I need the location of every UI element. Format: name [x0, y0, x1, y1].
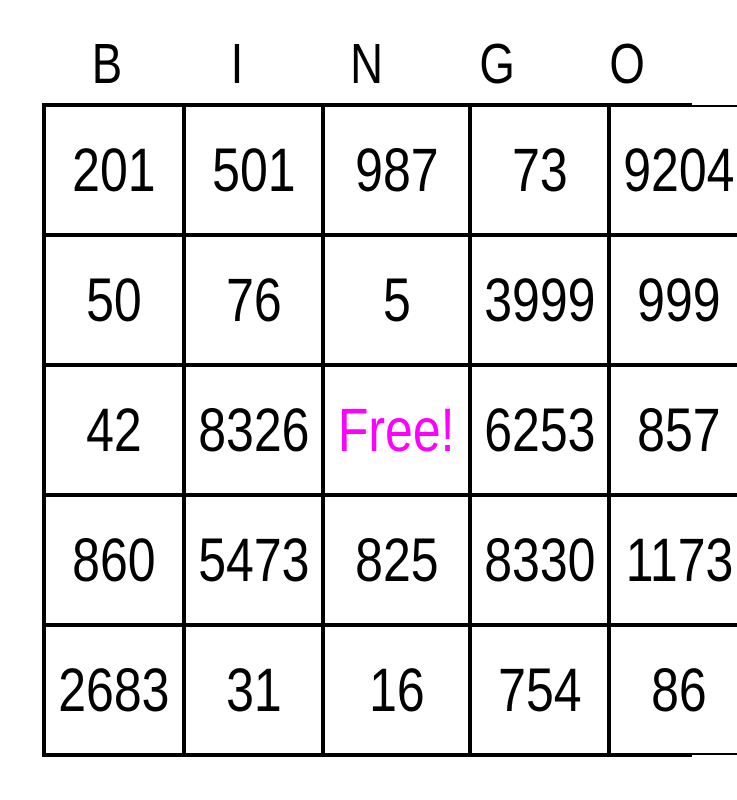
bingo-card: B I N G O 201 501 987 73 9204 50 76 5 39…	[42, 32, 737, 757]
cell-value: 201	[72, 135, 156, 204]
bingo-grid: 201 501 987 73 9204 50 76 5 3999 999 42 …	[42, 103, 737, 757]
bingo-cell-r1c4[interactable]: 73	[469, 105, 610, 235]
header-letter-n: N	[350, 32, 384, 97]
bingo-cell-r3c2[interactable]: 8326	[183, 365, 324, 495]
cell-value: 5	[382, 265, 411, 334]
header-letter-i: I	[230, 32, 244, 97]
bingo-cell-r3c4[interactable]: 6253	[469, 365, 610, 495]
bingo-cell-r5c1[interactable]: 2683	[44, 625, 184, 755]
cell-value: 86	[651, 655, 708, 724]
cell-value: 16	[368, 655, 425, 724]
bingo-cell-r4c5[interactable]: 1173	[609, 495, 737, 625]
cell-value: 3999	[483, 265, 596, 334]
bingo-cell-r1c5[interactable]: 9204	[609, 105, 737, 235]
bingo-cell-r2c5[interactable]: 999	[609, 235, 737, 365]
cell-value: 857	[637, 395, 722, 464]
header-letter-g: G	[479, 32, 515, 97]
bingo-cell-r5c2[interactable]: 31	[183, 625, 324, 755]
bingo-cell-r1c2[interactable]: 501	[183, 105, 324, 235]
bingo-cell-r4c1[interactable]: 860	[44, 495, 184, 625]
cell-value: 754	[497, 655, 582, 724]
bingo-cell-r5c3[interactable]: 16	[323, 625, 470, 755]
bingo-cell-r4c2[interactable]: 5473	[183, 495, 324, 625]
cell-value: 76	[225, 265, 282, 334]
bingo-cell-r5c4[interactable]: 754	[469, 625, 610, 755]
free-space-cell[interactable]: Free!	[323, 365, 470, 495]
cell-value: 31	[225, 655, 282, 724]
header-letter-b: B	[91, 32, 123, 97]
cell-value: 42	[86, 395, 142, 464]
cell-value: 1173	[625, 525, 734, 594]
cell-value: 6253	[483, 395, 596, 464]
cell-value: 501	[211, 135, 296, 204]
cell-value: 825	[354, 525, 439, 594]
bingo-cell-r2c2[interactable]: 76	[183, 235, 324, 365]
free-space-label: Free!	[338, 395, 455, 464]
cell-value: 73	[511, 135, 568, 204]
bingo-cell-r2c1[interactable]: 50	[44, 235, 184, 365]
cell-value: 2683	[58, 655, 170, 724]
cell-value: 999	[637, 265, 722, 334]
header-letter-o: O	[609, 32, 645, 97]
bingo-cell-r4c4[interactable]: 8330	[469, 495, 610, 625]
cell-value: 50	[86, 265, 142, 334]
bingo-cell-r2c4[interactable]: 3999	[469, 235, 610, 365]
bingo-cell-r3c1[interactable]: 42	[44, 365, 184, 495]
cell-value: 987	[354, 135, 439, 204]
bingo-cell-r2c3[interactable]: 5	[323, 235, 470, 365]
cell-value: 5473	[197, 525, 310, 594]
bingo-cell-r1c3[interactable]: 987	[323, 105, 470, 235]
bingo-header: B I N G O	[42, 32, 692, 97]
cell-value: 9204	[623, 135, 735, 204]
cell-value: 860	[72, 525, 156, 594]
bingo-cell-r5c5[interactable]: 86	[609, 625, 737, 755]
bingo-cell-r3c5[interactable]: 857	[609, 365, 737, 495]
cell-value: 8326	[197, 395, 310, 464]
bingo-cell-r1c1[interactable]: 201	[44, 105, 184, 235]
cell-value: 8330	[483, 525, 596, 594]
bingo-cell-r4c3[interactable]: 825	[323, 495, 470, 625]
